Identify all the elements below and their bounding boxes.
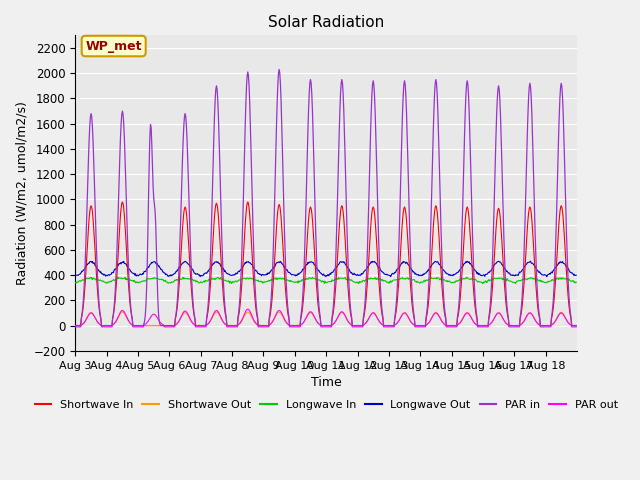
Text: WP_met: WP_met	[85, 39, 142, 52]
Legend: Shortwave In, Shortwave Out, Longwave In, Longwave Out, PAR in, PAR out: Shortwave In, Shortwave Out, Longwave In…	[30, 396, 622, 415]
Title: Solar Radiation: Solar Radiation	[268, 15, 384, 30]
X-axis label: Time: Time	[311, 376, 342, 389]
Y-axis label: Radiation (W/m2, umol/m2/s): Radiation (W/m2, umol/m2/s)	[15, 101, 28, 285]
